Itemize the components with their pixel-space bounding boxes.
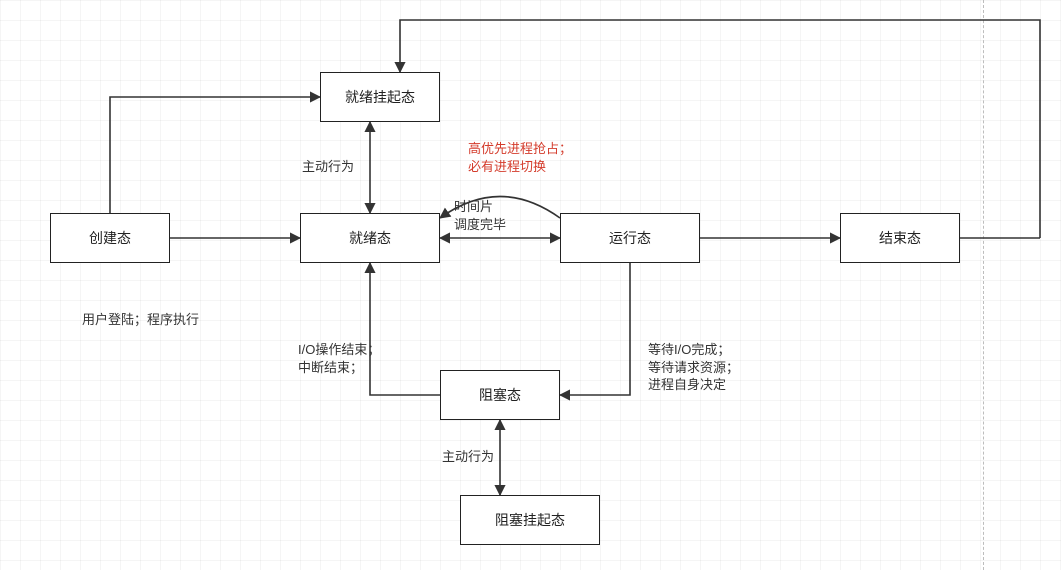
node-ready: 就绪态 <box>300 213 440 263</box>
node-blocked: 阻塞态 <box>440 370 560 420</box>
node-label: 就绪挂起态 <box>345 87 415 107</box>
node-end: 结束态 <box>840 213 960 263</box>
node-label: 创建态 <box>89 228 131 248</box>
label-preempt: 高优先进程抢占； 必有进程切换 <box>468 140 572 175</box>
label-wait-io: 等待I/O完成； 等待请求资源； 进程自身决定 <box>648 341 739 394</box>
dashed-guide <box>983 0 984 570</box>
label-user-exec: 用户登陆；程序执行 <box>82 311 199 329</box>
node-blocked-susp: 阻塞挂起态 <box>460 495 600 545</box>
node-create: 创建态 <box>50 213 170 263</box>
label-main-action-2: 主动行为 <box>442 448 494 466</box>
node-label: 就绪态 <box>349 228 391 248</box>
node-label: 阻塞态 <box>479 385 521 405</box>
node-label: 阻塞挂起态 <box>495 510 565 530</box>
label-main-action-1: 主动行为 <box>302 158 354 176</box>
node-label: 结束态 <box>879 228 921 248</box>
label-io-end: I/O操作结束； 中断结束； <box>298 341 380 376</box>
grid-background <box>0 0 1061 570</box>
label-timeslice: 时间片 调度完毕 <box>454 198 506 233</box>
node-running: 运行态 <box>560 213 700 263</box>
node-ready-susp: 就绪挂起态 <box>320 72 440 122</box>
node-label: 运行态 <box>609 228 651 248</box>
